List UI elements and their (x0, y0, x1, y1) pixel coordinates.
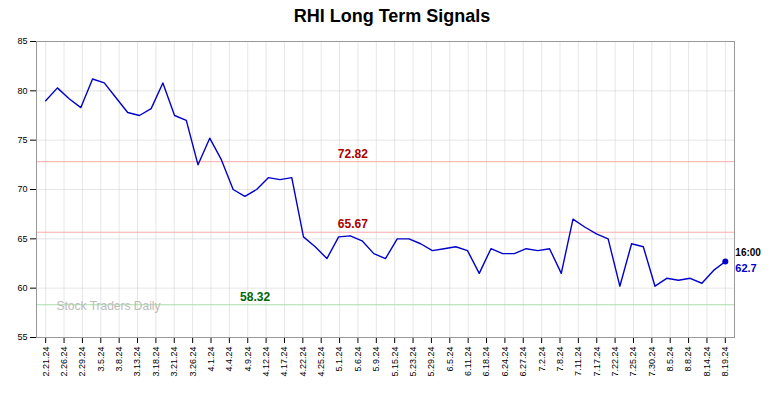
svg-text:6.24.24: 6.24.24 (500, 347, 510, 377)
svg-text:6.5.24: 6.5.24 (445, 347, 455, 372)
svg-text:3.26.24: 3.26.24 (188, 347, 198, 377)
svg-text:8.14.24: 8.14.24 (702, 347, 712, 377)
svg-text:5.15.24: 5.15.24 (390, 347, 400, 377)
svg-text:6.27.24: 6.27.24 (518, 347, 528, 377)
svg-text:16:00: 16:00 (735, 247, 761, 258)
svg-text:65: 65 (17, 234, 27, 244)
svg-text:3.8.24: 3.8.24 (114, 347, 124, 372)
svg-text:72.82: 72.82 (338, 147, 368, 161)
svg-text:65.67: 65.67 (338, 217, 368, 231)
svg-text:Stock Traders Daily: Stock Traders Daily (57, 299, 161, 313)
svg-text:7.11.24: 7.11.24 (573, 347, 583, 376)
svg-text:7.30.24: 7.30.24 (647, 347, 657, 377)
svg-text:2.21.24: 2.21.24 (41, 347, 51, 377)
svg-text:2.29.24: 2.29.24 (77, 347, 87, 377)
svg-text:75: 75 (17, 135, 27, 145)
html-text:RHI Long Term Signals: RHI Long Term Signals (293, 6, 491, 26)
svg-text:5.1.24: 5.1.24 (334, 347, 344, 372)
svg-text:5.9.24: 5.9.24 (371, 347, 381, 372)
svg-text:7.25.24: 7.25.24 (628, 347, 638, 377)
svg-text:7.17.24: 7.17.24 (592, 347, 602, 377)
svg-text:5.23.24: 5.23.24 (408, 347, 418, 377)
svg-text:4.9.24: 4.9.24 (243, 347, 253, 372)
svg-text:3.18.24: 3.18.24 (151, 347, 161, 377)
svg-text:8.8.24: 8.8.24 (683, 347, 693, 372)
svg-text:6.18.24: 6.18.24 (481, 347, 491, 377)
svg-text:5.6.24: 5.6.24 (353, 347, 363, 372)
svg-text:60: 60 (17, 283, 27, 293)
svg-text:4.17.24: 4.17.24 (279, 347, 289, 377)
svg-text:4.25.24: 4.25.24 (316, 347, 326, 377)
svg-text:55: 55 (17, 332, 27, 342)
svg-text:8.5.24: 8.5.24 (665, 347, 675, 372)
svg-text:4.22.24: 4.22.24 (298, 347, 308, 377)
svg-text:3.21.24: 3.21.24 (169, 347, 179, 377)
svg-text:6.11.24: 6.11.24 (463, 347, 473, 376)
svg-text:85: 85 (17, 36, 27, 46)
svg-text:70: 70 (17, 184, 27, 194)
svg-text:58.32: 58.32 (240, 290, 270, 304)
svg-text:3.13.24: 3.13.24 (132, 347, 142, 377)
svg-text:3.5.24: 3.5.24 (96, 347, 106, 372)
svg-text:4.4.24: 4.4.24 (224, 347, 234, 372)
svg-text:4.1.24: 4.1.24 (206, 347, 216, 372)
svg-text:4.12.24: 4.12.24 (261, 347, 271, 377)
svg-text:5.29.24: 5.29.24 (426, 347, 436, 377)
svg-text:8.19.24: 8.19.24 (720, 347, 730, 377)
svg-text:2.26.24: 2.26.24 (59, 347, 69, 377)
svg-text:7.22.24: 7.22.24 (610, 347, 620, 377)
svg-text:62.7: 62.7 (735, 262, 756, 274)
svg-text:7.2.24: 7.2.24 (537, 347, 547, 372)
svg-text:80: 80 (17, 86, 27, 96)
svg-text:7.8.24: 7.8.24 (555, 347, 565, 372)
